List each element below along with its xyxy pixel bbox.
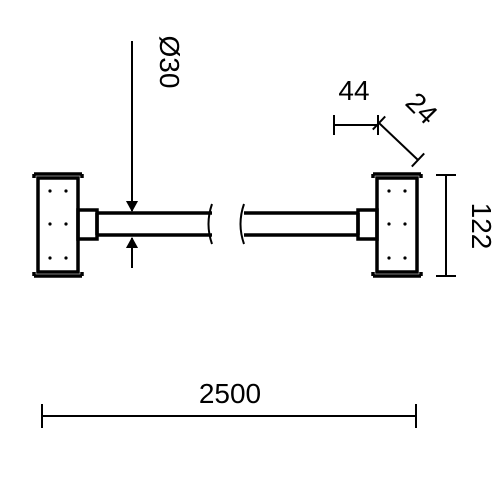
- dim-cap-width: 44: [338, 75, 369, 106]
- dim-diameter: Ø30: [154, 36, 185, 89]
- dim-height: 122: [466, 203, 497, 250]
- dim-flange: 24: [400, 86, 444, 130]
- dim-total-length: 2500: [199, 378, 261, 409]
